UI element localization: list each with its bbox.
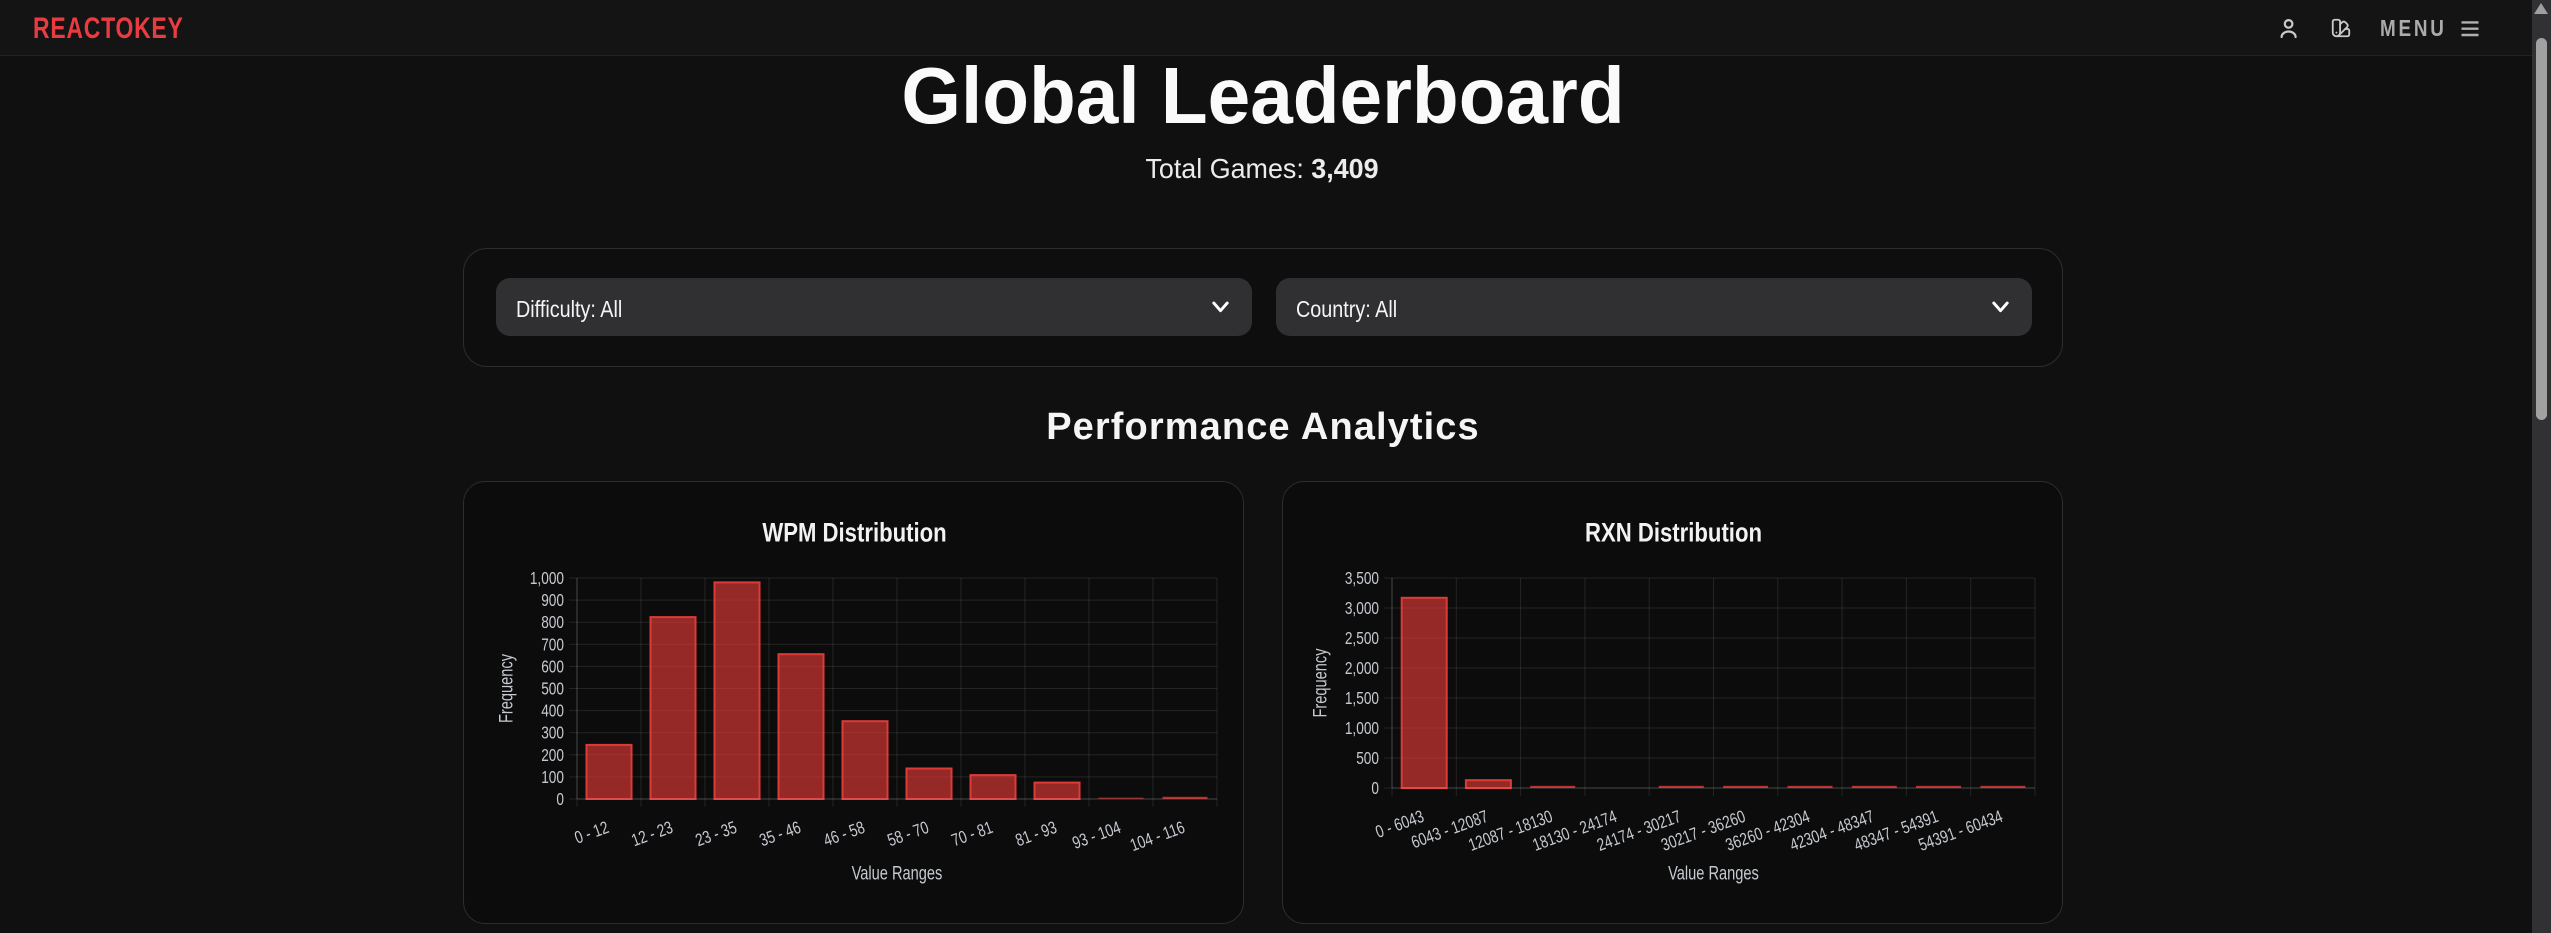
svg-text:35 - 46: 35 - 46 (757, 818, 804, 850)
svg-text:Frequency: Frequency (496, 654, 517, 724)
svg-text:500: 500 (1356, 750, 1379, 769)
svg-text:2,000: 2,000 (1345, 660, 1379, 679)
svg-text:1,000: 1,000 (1345, 720, 1379, 739)
svg-text:1,500: 1,500 (1345, 690, 1379, 709)
svg-text:2,500: 2,500 (1345, 630, 1379, 649)
svg-text:0: 0 (1371, 780, 1379, 799)
svg-text:81 - 93: 81 - 93 (1013, 818, 1060, 850)
svg-text:500: 500 (541, 680, 564, 699)
svg-text:46 - 58: 46 - 58 (821, 818, 868, 850)
svg-text:WPM Distribution: WPM Distribution (762, 519, 946, 549)
svg-text:RXN Distribution: RXN Distribution (1585, 519, 1762, 549)
svg-text:3,000: 3,000 (1345, 600, 1379, 619)
svg-text:3,500: 3,500 (1345, 570, 1379, 589)
svg-text:200: 200 (541, 746, 564, 765)
svg-text:100: 100 (541, 768, 564, 787)
svg-text:0: 0 (556, 791, 564, 810)
svg-text:104 - 116: 104 - 116 (1128, 818, 1188, 855)
svg-text:700: 700 (541, 636, 564, 655)
svg-text:Value Ranges: Value Ranges (1668, 863, 1759, 884)
svg-text:58 - 70: 58 - 70 (885, 818, 932, 850)
svg-text:900: 900 (541, 592, 564, 611)
svg-text:600: 600 (541, 658, 564, 677)
svg-text:0 - 12: 0 - 12 (572, 818, 611, 848)
svg-text:300: 300 (541, 724, 564, 743)
svg-text:23 - 35: 23 - 35 (693, 818, 740, 850)
svg-text:400: 400 (541, 702, 564, 721)
svg-text:Frequency: Frequency (1310, 648, 1331, 718)
svg-text:12 - 23: 12 - 23 (629, 818, 676, 850)
svg-text:1,000: 1,000 (530, 570, 564, 589)
svg-text:70 - 81: 70 - 81 (949, 818, 995, 850)
svg-text:800: 800 (541, 614, 564, 633)
svg-text:Value Ranges: Value Ranges (852, 863, 943, 884)
svg-text:93 - 104: 93 - 104 (1070, 818, 1124, 853)
